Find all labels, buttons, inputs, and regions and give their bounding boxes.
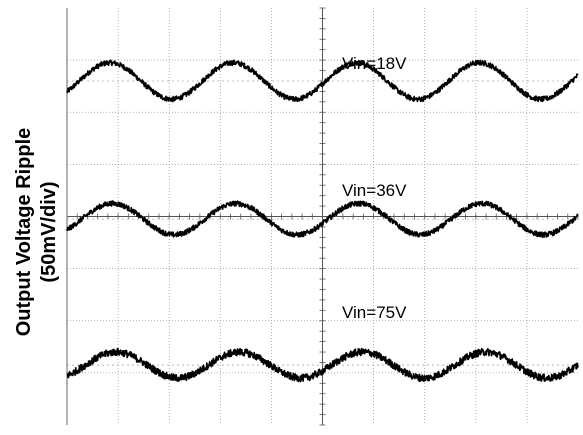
y-axis-label: Output Voltage Ripple bbox=[13, 128, 35, 337]
series-label-2: Vin=36V bbox=[342, 181, 407, 200]
series-label-1: Vin=18V bbox=[342, 54, 407, 73]
trace-series-3 bbox=[66, 347, 579, 383]
labels: Output Voltage Ripple (50mV/div) Vin=18V… bbox=[13, 54, 407, 336]
series-label-3: Vin=75V bbox=[342, 303, 407, 322]
y-axis-unit-label: (50mV/div) bbox=[38, 181, 60, 282]
trace-series-2 bbox=[66, 200, 579, 239]
traces bbox=[66, 59, 579, 383]
trace-series-1 bbox=[66, 59, 579, 103]
